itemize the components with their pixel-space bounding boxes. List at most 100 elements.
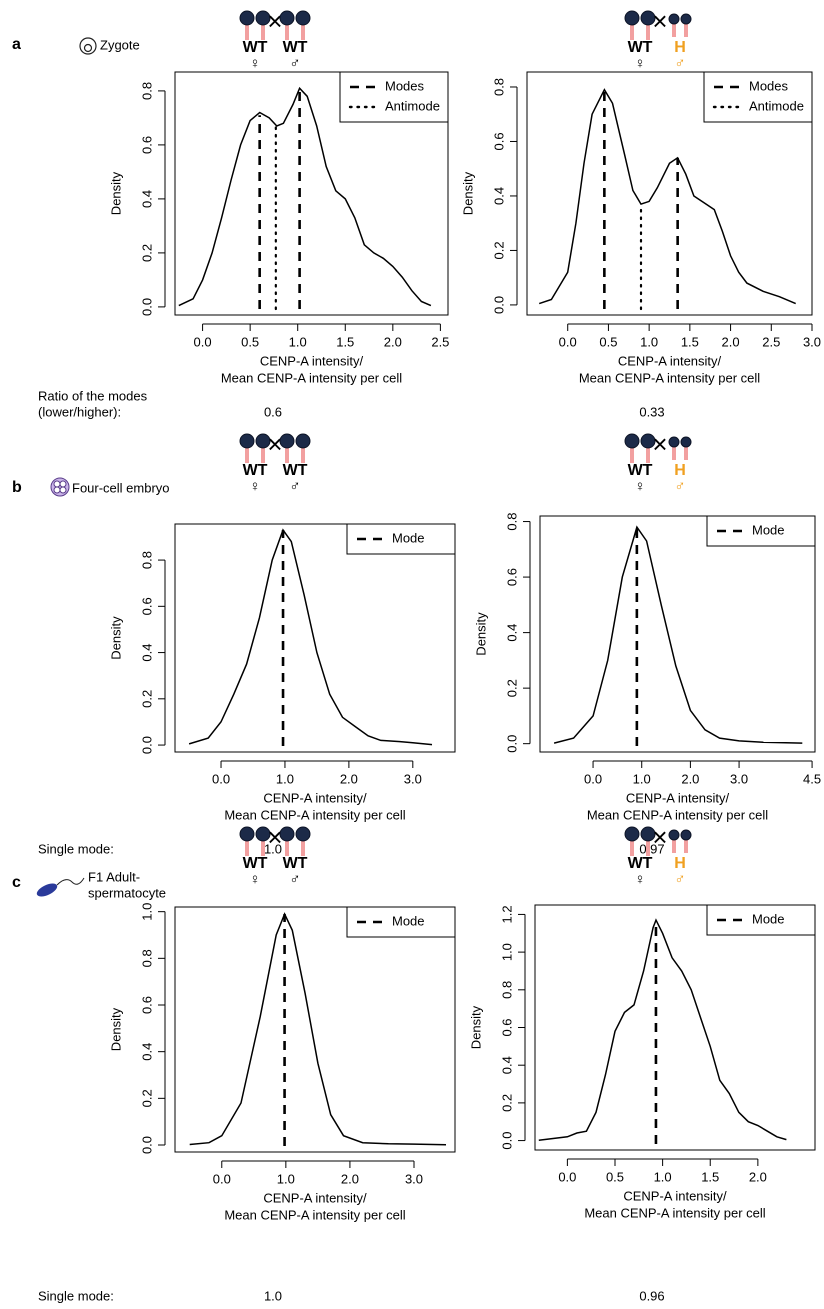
x-tick-label: 2.0: [722, 334, 740, 349]
y-axis-label: Density: [468, 1005, 483, 1049]
x-tick-label: 1.0: [289, 334, 307, 349]
female-genotype: WT: [628, 855, 653, 872]
x-tick-label: 0.5: [241, 334, 259, 349]
female-symbol: ♀: [634, 55, 645, 72]
y-axis-label: Density: [108, 616, 123, 660]
y-tick-label: 0.6: [139, 996, 154, 1014]
centromere: [255, 826, 271, 842]
sperm-icon: [36, 877, 85, 897]
chromosome-arm: [245, 840, 249, 856]
x-tick-label: 3.0: [405, 1171, 423, 1186]
y-axis-label: Density: [460, 171, 475, 215]
plot-box: [539, 515, 816, 753]
plot-box: [526, 71, 813, 316]
y-tick-label: 0.6: [139, 136, 154, 154]
chromosome-arm: [261, 447, 265, 463]
chromosome-arm: [285, 840, 289, 856]
legend-label: Antimode: [385, 98, 440, 113]
centromere: [668, 829, 680, 841]
summary-label: Single mode:: [38, 1288, 114, 1303]
y-tick-label: 0.0: [139, 298, 154, 316]
x-axis-label: Mean CENP-A intensity per cell: [224, 1207, 405, 1222]
x-tick-label: 2.0: [341, 1171, 359, 1186]
zygote-icon: [79, 37, 97, 55]
x-tick-label: 0.0: [194, 334, 212, 349]
y-tick-label: 0.6: [139, 597, 154, 615]
x-tick-label: 0.0: [213, 1171, 231, 1186]
legend-label: Mode: [752, 522, 785, 537]
y-axis-label: Density: [473, 612, 488, 656]
legend-label: Mode: [392, 530, 425, 545]
summary-value: 0.96: [639, 1288, 664, 1303]
chromosome-arm: [672, 21, 676, 37]
y-tick-label: 0.0: [504, 735, 519, 753]
x-tick-label: 1.0: [276, 771, 294, 786]
female-symbol: ♀: [249, 871, 260, 888]
y-tick-label: 0.0: [499, 1132, 514, 1150]
x-tick-label: 2.5: [762, 334, 780, 349]
y-tick-label: 0.4: [504, 624, 519, 642]
chromosome-arm: [630, 840, 634, 856]
centromere: [680, 13, 692, 25]
centromere: [624, 826, 640, 842]
male-genotype: H: [674, 39, 686, 56]
x-tick-label: 3.0: [730, 771, 748, 786]
female-genotype: WT: [243, 39, 268, 56]
chromosome-arm: [245, 447, 249, 463]
chromosome-arm: [646, 447, 650, 463]
chromosome-arm: [301, 840, 305, 856]
embryo-icon: [50, 477, 70, 497]
chromosome-arm: [684, 444, 688, 460]
stage-label: F1 Adult-: [88, 869, 140, 884]
legend-label: Modes: [385, 78, 425, 93]
chromosome-arm: [245, 24, 249, 40]
centromere: [279, 826, 295, 842]
x-axis-label: Mean CENP-A intensity per cell: [221, 370, 402, 385]
female-symbol: ♀: [634, 871, 645, 888]
x-tick-label: 0.0: [584, 771, 602, 786]
centromere: [279, 10, 295, 26]
y-tick-label: 0.0: [139, 736, 154, 754]
centromere: [255, 433, 271, 449]
y-tick-label: 0.8: [499, 981, 514, 999]
summary-value: 0.6: [264, 404, 282, 419]
x-tick-label: 0.5: [606, 1169, 624, 1184]
stage-label: Four-cell embryo: [72, 480, 170, 495]
male-genotype: H: [674, 855, 686, 872]
density-curve: [538, 918, 787, 1141]
y-tick-label: 0.4: [139, 190, 154, 208]
male-genotype: H: [674, 462, 686, 479]
y-tick-label: 0.2: [491, 241, 506, 259]
male-symbol: ♂: [674, 871, 685, 888]
centromere: [680, 436, 692, 448]
x-tick-label: 1.5: [701, 1169, 719, 1184]
x-tick-label: 2.0: [384, 334, 402, 349]
density-curve: [553, 525, 803, 744]
chromosome-arm: [646, 24, 650, 40]
centromere: [295, 10, 311, 26]
cross-sign: ×: [652, 822, 667, 852]
summary-value: 1.0: [264, 1288, 282, 1303]
male-symbol: ♂: [674, 55, 685, 72]
x-tick-label: 0.0: [559, 334, 577, 349]
centromere: [640, 10, 656, 26]
chromosome-arm: [285, 24, 289, 40]
centromere: [295, 826, 311, 842]
female-genotype: WT: [243, 462, 268, 479]
y-tick-label: 0.2: [139, 1089, 154, 1107]
y-tick-label: 0.4: [139, 644, 154, 662]
y-axis-label: Density: [108, 171, 123, 215]
y-tick-label: 0.8: [139, 949, 154, 967]
summary-value: 0.33: [639, 404, 664, 419]
summary-value: 1.0: [264, 841, 282, 856]
y-tick-label: 1.2: [499, 905, 514, 923]
x-tick-label: 2.0: [681, 771, 699, 786]
panel-label: c: [12, 874, 21, 891]
legend-box: [339, 71, 449, 123]
x-tick-label: 3.0: [803, 334, 821, 349]
female-symbol: ♀: [249, 478, 260, 495]
centromere: [239, 826, 255, 842]
cross-sign: ×: [267, 429, 282, 459]
y-tick-label: 0.8: [139, 551, 154, 569]
